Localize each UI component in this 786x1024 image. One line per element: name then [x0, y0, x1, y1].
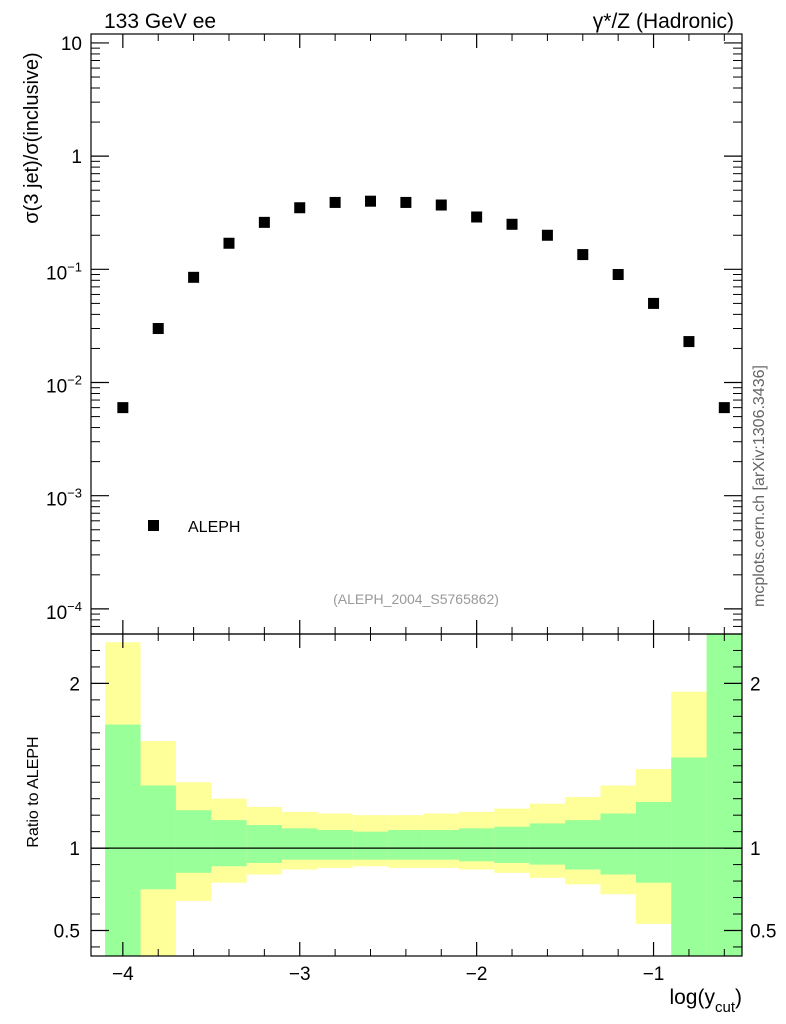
green-band-bin-8 [388, 830, 424, 860]
ratio-tick-label-left-0: 0.5 [54, 921, 80, 942]
data-point-8 [400, 196, 412, 208]
ratio-ylabel: Ratio to ALEPH [25, 736, 42, 847]
x-label-main: log(y [669, 986, 715, 1009]
data-point-3 [223, 237, 235, 249]
main-tick-label-exp-4: −3 [67, 486, 82, 501]
ratio-panel-frame [90, 633, 743, 957]
header-process: γ*/Z (Hadronic) [593, 10, 734, 33]
ratio-bands [105, 634, 742, 956]
header-energy: 133 GeV ee [104, 10, 216, 33]
data-point-17 [718, 402, 730, 414]
legend-marker [148, 520, 159, 531]
green-band-bin-1 [140, 785, 176, 890]
x-label-close: ) [735, 986, 742, 1009]
green-band-bin-17 [706, 634, 742, 956]
side-label: mcplots.cern.ch [arXiv:1306.3436] [751, 365, 768, 607]
data-point-2 [188, 271, 200, 283]
ratio-tick-label-right-1: 1 [750, 839, 761, 860]
data-point-1 [152, 323, 164, 335]
ratio-tick-label-left-1: 1 [69, 839, 80, 860]
x-tick-label-3: −1 [643, 964, 665, 985]
green-band-bin-4 [246, 825, 283, 863]
data-point-11 [506, 218, 518, 230]
data-point-4 [258, 216, 270, 228]
green-band-bin-5 [282, 828, 318, 860]
ratio-axis-ticks: 0.5 0.5 1 1 2 2 [54, 649, 776, 948]
data-point-6 [329, 196, 341, 208]
green-band-bin-15 [635, 802, 672, 883]
green-band-bin-12 [529, 823, 566, 865]
main-ylabel: σ(3 jet)/σ(inclusive) [21, 52, 43, 223]
x-axis-label: log(ycut) [669, 986, 742, 1016]
x-label-sub: cut [715, 999, 736, 1016]
ratio-tick-label-right-0: 0.5 [750, 921, 776, 942]
green-band-bin-2 [175, 810, 212, 873]
data-point-14 [612, 269, 624, 281]
green-band-bin-13 [565, 820, 601, 870]
main-tick-label-exp-5: −4 [67, 599, 82, 614]
green-band-bin-0 [105, 724, 141, 956]
data-point-5 [294, 202, 306, 214]
green-band-bin-10 [458, 828, 495, 862]
data-point-10 [471, 211, 483, 223]
data-point-16 [683, 336, 695, 348]
legend-label: ALEPH [188, 519, 240, 536]
main-tick-label-exp-2: −1 [67, 259, 82, 274]
main-tick-label-4: 10−3 [46, 486, 82, 511]
main-tick-label-1: 1 [71, 147, 82, 168]
data-point-12 [541, 229, 553, 241]
x-tick-label-0: −4 [112, 964, 134, 985]
x-tick-label-1: −3 [289, 964, 311, 985]
main-tick-label-exp-3: −2 [67, 373, 82, 388]
x-tick-label-2: −2 [466, 964, 488, 985]
green-band-bin-9 [423, 830, 459, 860]
green-band-bin-7 [352, 831, 389, 860]
data-point-0 [117, 402, 129, 414]
data-point-15 [648, 297, 660, 309]
ratio-tick-label-left-2: 2 [69, 674, 80, 695]
ratio-tick-label-right-2: 2 [750, 674, 761, 695]
data-markers [117, 195, 730, 414]
green-band-bin-11 [494, 826, 530, 863]
data-point-7 [365, 195, 377, 207]
green-band-bin-16 [671, 757, 707, 956]
green-band-bin-3 [211, 820, 247, 867]
main-tick-label-2: 10−1 [46, 259, 82, 284]
green-band-bin-14 [600, 813, 636, 875]
main-tick-label-0: 10 [61, 34, 82, 55]
data-point-13 [577, 249, 589, 261]
analysis-label: (ALEPH_2004_S5765862) [333, 591, 499, 607]
green-band-bin-6 [317, 830, 353, 860]
data-point-9 [435, 199, 447, 211]
